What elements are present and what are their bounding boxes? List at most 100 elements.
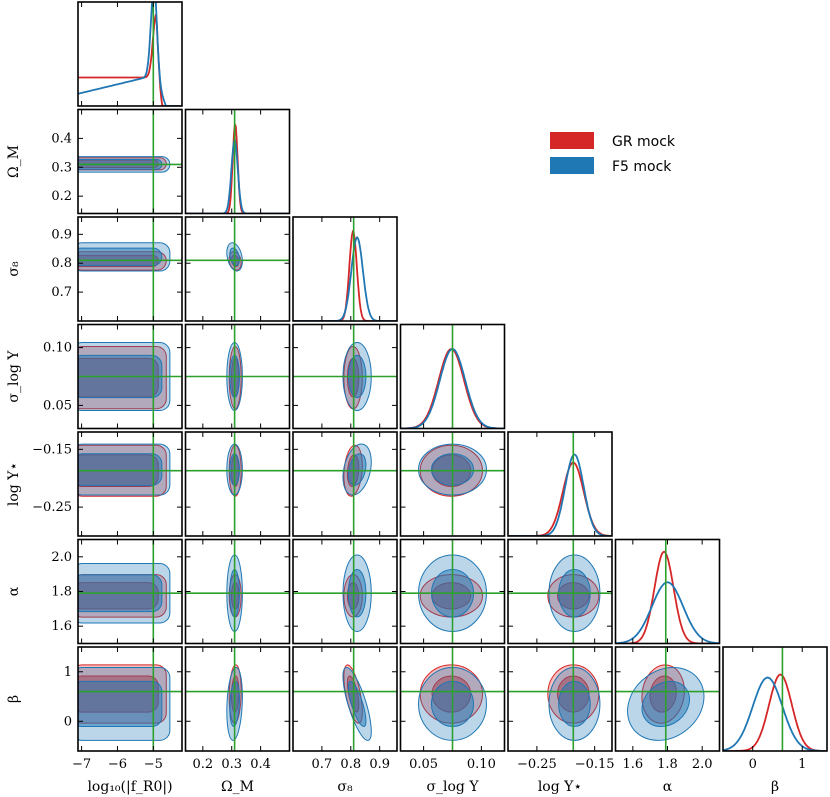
x-tick-label-sigma_8: 0.7 bbox=[312, 757, 333, 772]
legend-swatch-f5 bbox=[550, 157, 594, 174]
x-axis-label-sigma_8: σ₈ bbox=[337, 779, 353, 795]
legend: GR mock F5 mock bbox=[550, 132, 676, 175]
panel-frame-logY_star-sigma_logY bbox=[399, 431, 506, 537]
marginal-group bbox=[723, 676, 827, 751]
x-tick-label-Omega_M: 0.2 bbox=[192, 757, 213, 772]
truth-group bbox=[508, 539, 612, 644]
truth-lines-layer bbox=[78, 2, 784, 751]
y-tick-label-Omega_M: 0.2 bbox=[51, 189, 72, 204]
y-tick-label-sigma_8: 0.8 bbox=[51, 256, 72, 271]
x-tick-label-beta: 1 bbox=[798, 757, 806, 772]
contour-f5-mock-sigma_8-beta bbox=[342, 667, 372, 741]
contour-level-inner bbox=[558, 680, 591, 728]
y-tick-label-sigma_8: 0.9 bbox=[51, 227, 72, 242]
truth-group bbox=[400, 432, 505, 536]
panel-frame-sigma_8-Omega_M bbox=[184, 216, 291, 322]
truth-group bbox=[293, 539, 397, 644]
truth-group bbox=[508, 647, 612, 751]
panel-frame-logY_star-sigma_8 bbox=[292, 431, 398, 537]
truth-group bbox=[185, 647, 290, 751]
axis-labels-layer: −7 −6 −5 log₁₀(|f_R0|) 0.2 0.3 0.4 Ω_M 0.7 0.8 0.9… bbox=[6, 131, 806, 795]
x-tick-label-sigma_logY: 0.10 bbox=[467, 757, 496, 772]
truth-group bbox=[293, 324, 397, 429]
y-tick-label-beta: 0 bbox=[64, 714, 72, 729]
x-axis-label-log10_fR0: log₁₀(|f_R0|) bbox=[87, 779, 172, 795]
contour-level-inner bbox=[78, 453, 163, 486]
panel-frame-beta-beta bbox=[722, 646, 828, 752]
marginal-group bbox=[293, 229, 397, 321]
y-tick-label-sigma_logY: 0.10 bbox=[43, 341, 72, 356]
x-tick-label-Omega_M: 0.4 bbox=[250, 757, 271, 772]
marginal-f5-mock-beta bbox=[723, 676, 827, 751]
contour-f5-mock-log10_fR0-logY_star bbox=[78, 443, 171, 496]
contour-level-inner bbox=[78, 680, 163, 728]
x-axis-label-beta: β bbox=[771, 779, 779, 795]
marginal-f5-mock-sigma_8 bbox=[293, 236, 397, 321]
panel-frame-sigma_logY-sigma_logY bbox=[399, 323, 506, 430]
truth-group bbox=[78, 324, 182, 429]
marginal-group bbox=[78, 14, 182, 106]
y-tick-label-alpha: 1.8 bbox=[51, 585, 72, 600]
panel-frame-sigma_logY-Omega_M bbox=[184, 323, 291, 430]
truth-group bbox=[615, 647, 720, 751]
truth-group bbox=[293, 432, 397, 536]
marginal-f5-mock-logY_star bbox=[508, 453, 612, 536]
panel-frame-beta-sigma_8 bbox=[292, 646, 398, 752]
truth-group bbox=[293, 647, 397, 751]
y-tick-label-beta: 1 bbox=[64, 665, 72, 680]
contour-level-inner bbox=[78, 247, 163, 267]
x-axis-label-Omega_M: Ω_M bbox=[221, 779, 254, 795]
marginal-group bbox=[615, 581, 720, 644]
y-axis-label-alpha: α bbox=[6, 586, 22, 596]
marginal-f5-mock-Omega_M bbox=[185, 138, 290, 214]
contour-level-inner bbox=[347, 680, 367, 728]
panel-frame-sigma_8-sigma_8 bbox=[292, 216, 398, 322]
marginal-group bbox=[615, 550, 720, 644]
truth-group bbox=[78, 432, 182, 536]
marginal-group bbox=[508, 461, 612, 536]
x-tick-label-alpha: 1.8 bbox=[657, 757, 678, 772]
panel-frame-beta-log10_fR0 bbox=[77, 646, 183, 752]
truth-group bbox=[185, 217, 290, 321]
truth-group bbox=[78, 539, 182, 644]
panel-frame-beta-Omega_M bbox=[184, 646, 291, 752]
y-tick-label-sigma_8: 0.7 bbox=[51, 285, 72, 300]
marginal-group bbox=[185, 138, 290, 214]
x-axis-label-alpha: α bbox=[663, 779, 673, 795]
y-axis-label-logY_star: log Y⋆ bbox=[6, 462, 22, 506]
x-axis-label-logY_star: log Y⋆ bbox=[538, 779, 582, 795]
panel-frame-Omega_M-log10_fR0 bbox=[77, 108, 183, 215]
marginal-gr-mock-alpha bbox=[615, 550, 720, 644]
truth-group bbox=[78, 217, 182, 321]
panel-frame-logY_star-logY_star bbox=[507, 431, 613, 537]
truth-group bbox=[185, 539, 290, 644]
y-tick-label-logY_star: −0.15 bbox=[32, 442, 72, 457]
truth-group bbox=[78, 647, 182, 751]
contour-f5-mock-logY_star-beta bbox=[548, 667, 601, 741]
x-tick-label-sigma_8: 0.8 bbox=[340, 757, 361, 772]
contours-layer bbox=[78, 156, 705, 741]
y-axis-label-Omega_M: Ω_M bbox=[6, 145, 22, 178]
y-tick-label-sigma_logY: 0.05 bbox=[43, 398, 72, 413]
panel-frame-log10_fR0-log10_fR0 bbox=[77, 1, 183, 107]
truth-group bbox=[400, 647, 505, 751]
truth-group bbox=[185, 324, 290, 429]
y-tick-label-logY_star: −0.25 bbox=[32, 500, 72, 515]
y-tick-label-alpha: 1.6 bbox=[51, 619, 72, 634]
x-tick-label-Omega_M: 0.3 bbox=[221, 757, 242, 772]
x-tick-label-beta: 0 bbox=[749, 757, 757, 772]
panel-frame-sigma_8-log10_fR0 bbox=[77, 216, 183, 322]
truth-group bbox=[78, 109, 182, 214]
y-tick-label-alpha: 2.0 bbox=[51, 550, 72, 565]
truth-group bbox=[185, 432, 290, 536]
panel-frame-beta-logY_star bbox=[507, 646, 613, 752]
x-tick-label-log10_fR0: −7 bbox=[72, 757, 91, 772]
x-tick-label-log10_fR0: −6 bbox=[108, 757, 127, 772]
truth-group bbox=[400, 539, 505, 644]
legend-label-f5: F5 mock bbox=[612, 159, 672, 175]
marginal-gr-mock-sigma_8 bbox=[293, 229, 397, 321]
panel-frame-Omega_M-Omega_M bbox=[184, 108, 291, 215]
x-tick-label-alpha: 2.0 bbox=[692, 757, 713, 772]
x-axis-label-sigma_logY: σ_log Y bbox=[426, 779, 479, 795]
